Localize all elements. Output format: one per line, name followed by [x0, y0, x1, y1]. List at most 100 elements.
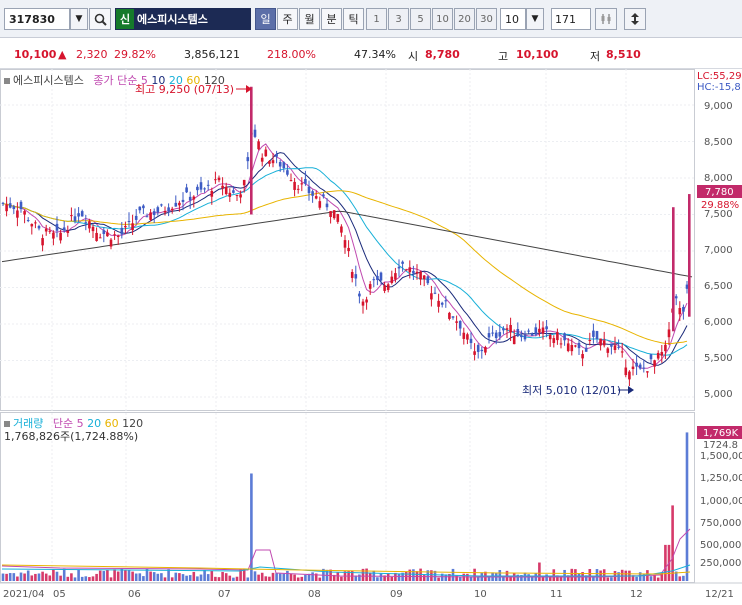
stock-name: 에스피시스템스: [137, 13, 208, 26]
count-select[interactable]: 10: [500, 8, 526, 30]
minute-1-button[interactable]: 1: [366, 8, 387, 30]
right-arrow-icon: [246, 85, 252, 93]
range-input[interactable]: 171: [551, 8, 591, 30]
legend-ma60: 60: [186, 74, 201, 87]
minute-10-button[interactable]: 10: [432, 8, 453, 30]
volume-bar: [109, 577, 113, 581]
volume-bar: [95, 573, 98, 581]
candle-body: [113, 234, 116, 236]
candle-body: [98, 237, 102, 239]
volume-bar: [26, 570, 30, 581]
volume-bar: [59, 575, 62, 581]
vlegend-ma120: 120: [122, 417, 144, 430]
candle-body: [250, 86, 253, 215]
minute-5-button[interactable]: 5: [410, 8, 431, 30]
candle-body: [37, 225, 41, 229]
candle-body: [152, 211, 156, 216]
volume-bar: [30, 575, 34, 581]
count-dropdown-icon[interactable]: ▼: [526, 8, 544, 30]
candles: [1, 86, 691, 387]
volume-bar: [253, 571, 257, 581]
candle-body: [606, 348, 610, 353]
toggle-button[interactable]: [624, 8, 646, 30]
volume-bar: [134, 573, 138, 581]
period-month-button[interactable]: 월: [299, 8, 320, 30]
last-volume-label: 1,769K: [703, 428, 739, 439]
volume-bar: [12, 573, 16, 581]
period-day-button[interactable]: 일: [255, 8, 276, 30]
stock-code-input[interactable]: 317830: [4, 8, 70, 30]
search-button[interactable]: [89, 8, 111, 30]
candle-body: [145, 216, 149, 218]
legend-ma120: 120: [203, 74, 225, 87]
x-tick: 06: [128, 589, 141, 600]
vol-y-tick: 1,250,000: [700, 473, 742, 484]
minute-30-button[interactable]: 30: [476, 8, 497, 30]
volume-bar: [682, 575, 685, 581]
stock-chart[interactable]: 9,000 8,500 8,000 7,500 7,000 6,500 6,00…: [0, 69, 742, 605]
candle-body: [196, 186, 199, 191]
chart-type-button[interactable]: [595, 8, 617, 30]
minute-3-button[interactable]: 3: [388, 8, 409, 30]
volume-bar: [232, 577, 235, 581]
candle-body: [383, 285, 386, 291]
volume-bar: [300, 576, 304, 581]
volume-bar: [390, 576, 394, 581]
volume-bar: [203, 570, 206, 581]
chevron-down-icon[interactable]: ▼: [70, 8, 88, 30]
candle-body: [577, 342, 581, 349]
candle-body: [296, 188, 300, 190]
candle-body: [30, 224, 34, 227]
volume-bar: [516, 574, 520, 581]
volume-bar: [602, 569, 606, 581]
candle-body: [149, 212, 152, 220]
volume-bar: [631, 575, 635, 581]
candle-body: [494, 332, 498, 339]
candle-body: [401, 261, 404, 264]
volume-bar: [296, 577, 300, 581]
period-week-button[interactable]: 주: [277, 8, 298, 30]
candle-body: [199, 182, 203, 190]
candle-body: [599, 338, 602, 346]
candle-body: [520, 335, 523, 338]
volume-bar: [656, 577, 660, 581]
candle-body: [358, 293, 361, 297]
minute-20-button[interactable]: 20: [454, 8, 475, 30]
low-annotation: 최저 5,010 (12/01): [522, 384, 621, 397]
volume-bar: [448, 573, 451, 581]
candle-body: [635, 362, 638, 367]
x-tick: 09: [390, 589, 403, 600]
volume-ma20-line: [1, 564, 691, 577]
volume-bar: [458, 577, 462, 581]
volume-bar: [286, 570, 289, 581]
period-minute-button[interactable]: 분: [321, 8, 342, 30]
stock-name-field[interactable]: 신 에스피시스템스: [115, 8, 251, 30]
volume-bar: [127, 569, 131, 581]
ma5-line: [2, 143, 688, 369]
volume-bar: [437, 577, 440, 581]
candle-body: [206, 184, 210, 186]
candle-body: [1, 202, 5, 204]
candle-body: [372, 279, 376, 281]
volume-bar: [473, 568, 476, 581]
candle-body: [156, 207, 160, 213]
volume-bar: [250, 473, 253, 581]
volume-bar: [509, 575, 512, 581]
candle-body: [246, 157, 250, 162]
candle-body: [412, 270, 415, 274]
volume-bar: [530, 575, 534, 581]
candle-body: [678, 307, 682, 315]
period-tick-button[interactable]: 틱: [343, 8, 364, 30]
volume-bar: [16, 576, 19, 581]
volume-bar: [358, 574, 361, 581]
candle-body: [88, 221, 91, 229]
price-legend: 에스피시스템스 종가 단순 5 10 20 60 120: [4, 72, 225, 88]
candle-body: [563, 333, 566, 341]
volume-ma60-line: [1, 564, 691, 575]
y-tick: 6,500: [704, 281, 733, 292]
volume-ma5-line: [1, 528, 691, 578]
ma10-line: [2, 152, 688, 366]
lc-label: LC:55,29: [697, 71, 742, 82]
candle-body: [44, 228, 48, 232]
volume-bar: [145, 568, 149, 581]
